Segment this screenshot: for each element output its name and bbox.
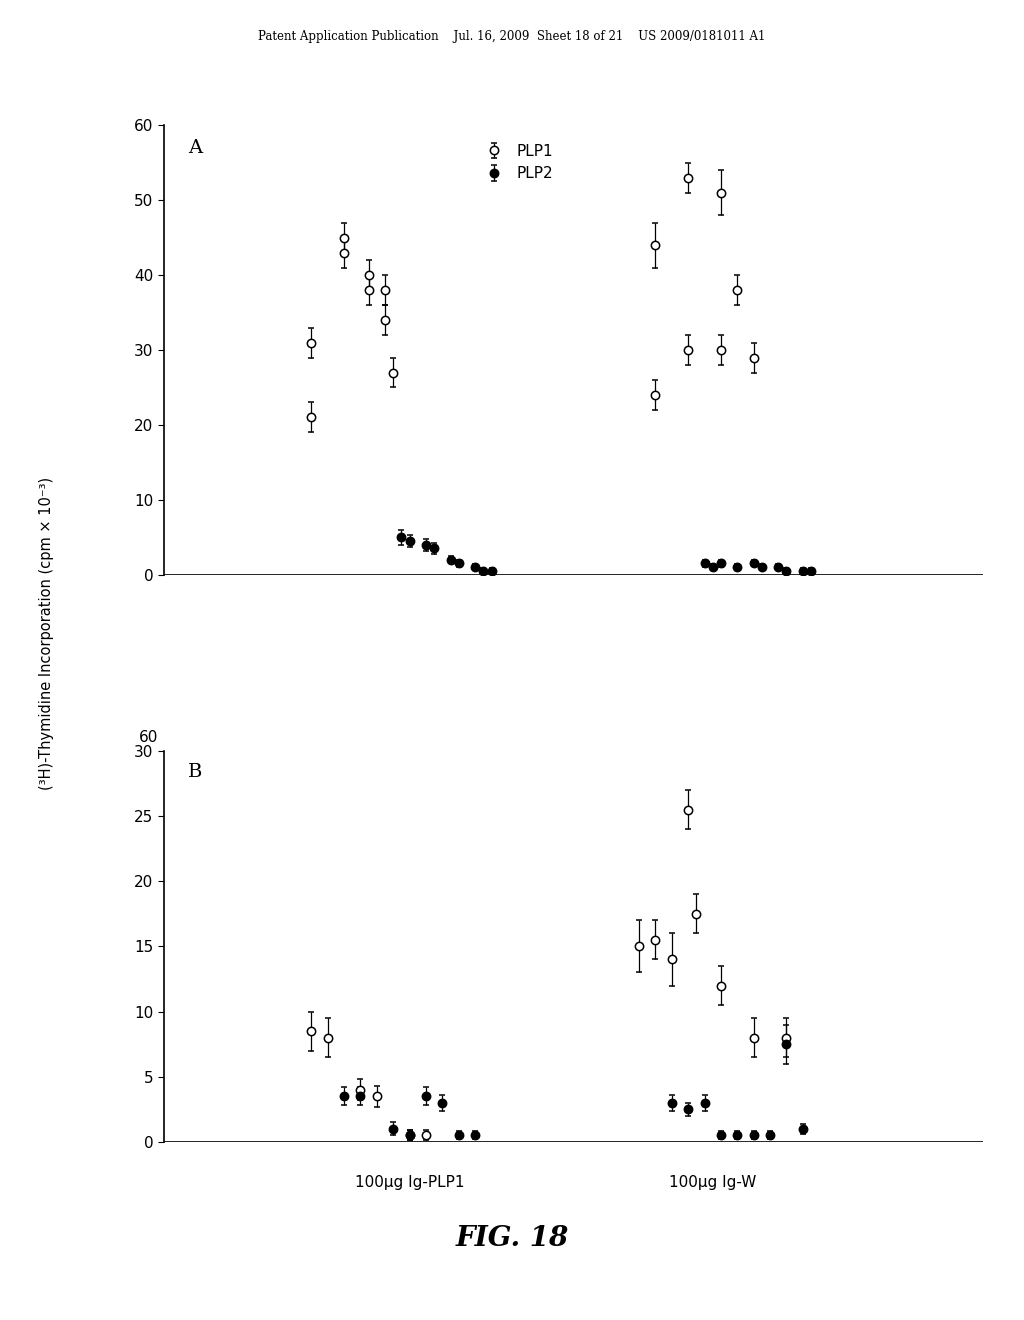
Text: A: A bbox=[188, 139, 203, 157]
Text: (³H)-Thymidine Incorporation (cpm × 10⁻³): (³H)-Thymidine Incorporation (cpm × 10⁻³… bbox=[39, 477, 53, 791]
Text: B: B bbox=[188, 763, 203, 781]
Text: 100μg Ig-PLP1: 100μg Ig-PLP1 bbox=[355, 1175, 464, 1189]
Text: Patent Application Publication    Jul. 16, 2009  Sheet 18 of 21    US 2009/01810: Patent Application Publication Jul. 16, … bbox=[258, 30, 766, 44]
Text: 60: 60 bbox=[139, 730, 159, 744]
Text: FIG. 18: FIG. 18 bbox=[456, 1225, 568, 1251]
Legend: PLP1, PLP2: PLP1, PLP2 bbox=[472, 137, 560, 187]
Text: 100μg Ig-W: 100μg Ig-W bbox=[669, 1175, 757, 1189]
